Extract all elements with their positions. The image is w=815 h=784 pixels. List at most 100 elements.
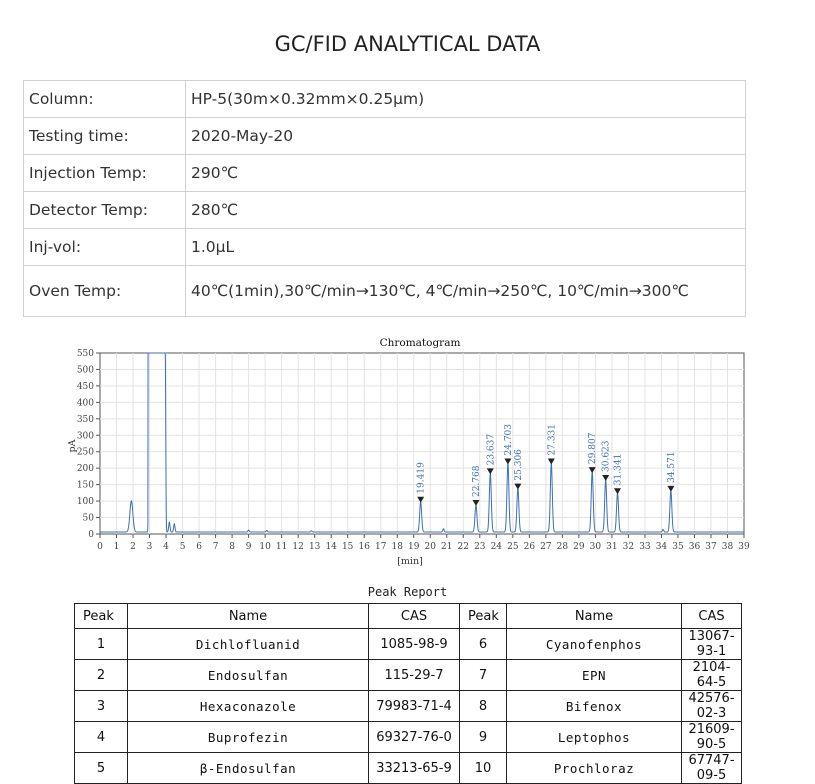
peak-marker	[514, 483, 522, 490]
parameters-table: Column: HP-5(30m×0.32mm×0.25μm) Testing …	[23, 80, 746, 317]
x-tick-label: 16	[358, 542, 370, 552]
peak-marker	[547, 458, 555, 465]
column-header: Name	[506, 603, 682, 629]
peak-label: 23.637	[486, 434, 496, 466]
peak-marker	[472, 500, 480, 506]
peak-marker	[504, 458, 512, 465]
param-value: 290℃	[185, 154, 746, 192]
compound-name: Prochloraz	[506, 752, 682, 784]
compound-name: EPN	[506, 659, 682, 691]
peak-number: 6	[459, 628, 507, 660]
x-tick-label: 20	[425, 542, 437, 552]
x-tick-label: 33	[639, 542, 651, 552]
compound-name: Dichlofluanid	[127, 628, 369, 660]
param-row: Inj-vol: 1.0μL	[23, 228, 746, 266]
cas-number: 21609-90-5	[681, 721, 742, 753]
y-axis-label: pA	[67, 439, 78, 452]
x-tick-label: 14	[325, 542, 337, 552]
peak-label: 30.623	[602, 440, 612, 472]
x-tick-label: 0	[97, 542, 103, 552]
peak-number: 5	[74, 752, 128, 784]
cas-number: 13067-93-1	[681, 628, 742, 660]
param-value: 280℃	[185, 191, 746, 229]
y-tick-label: 500	[77, 365, 94, 375]
table-row: 3 Hexaconazole 79983-71-4 8 Bifenox 4257…	[74, 690, 742, 722]
peak-label: 25.306	[514, 449, 524, 481]
x-tick-label: 21	[441, 542, 452, 552]
column-header: Name	[127, 603, 369, 629]
param-label: Oven Temp:	[23, 265, 186, 317]
x-tick-label: 28	[557, 542, 569, 552]
plot-area	[99, 352, 745, 535]
column-header: CAS	[681, 603, 742, 629]
cas-number: 67747-09-5	[681, 752, 742, 784]
table-row: 5 β-Endosulfan 33213-65-9 10 Prochloraz …	[74, 752, 742, 784]
param-label: Detector Temp:	[23, 191, 186, 229]
y-tick-label: 100	[77, 497, 94, 507]
compound-name: Leptophos	[506, 721, 682, 753]
y-tick-label: 50	[83, 514, 95, 524]
x-tick-label: 9	[246, 542, 252, 552]
compound-name: Buprofezin	[127, 721, 369, 753]
x-tick-label: 26	[524, 542, 536, 552]
param-label: Column:	[23, 80, 186, 118]
cas-number: 2104-64-5	[681, 659, 742, 691]
peak-number: 9	[459, 721, 507, 753]
y-tick-label: 0	[88, 530, 94, 540]
y-tick-label: 550	[77, 349, 94, 359]
x-tick-label: 10	[259, 542, 271, 552]
x-tick-label: 19	[408, 542, 420, 552]
param-label: Inj-vol:	[23, 228, 186, 266]
table-row: 4 Buprofezin 69327-76-0 9 Leptophos 2160…	[74, 721, 742, 753]
x-tick-label: 37	[705, 542, 717, 552]
peak-number: 7	[459, 659, 507, 691]
x-tick-label: 39	[738, 542, 750, 552]
peak-marker	[614, 488, 621, 495]
peak-number: 8	[459, 690, 507, 722]
peak-marker	[667, 485, 675, 492]
peak-report-table: Peak Name CAS Peak Name CAS 1 Dichloflua…	[74, 603, 742, 784]
x-tick-label: 30	[590, 542, 602, 552]
x-tick-label: 4	[163, 542, 169, 552]
column-header: Peak	[459, 603, 507, 629]
cas-number: 69327-76-0	[368, 721, 460, 753]
chart-title: Chromatogram	[380, 337, 461, 349]
x-tick-label: 13	[309, 542, 321, 552]
y-tick-label: 350	[77, 415, 94, 425]
param-row: Testing time: 2020-May-20	[23, 117, 746, 155]
compound-name: Bifenox	[506, 690, 682, 722]
peak-report-title: Peak Report	[367, 585, 448, 599]
y-tick-label: 200	[77, 464, 94, 474]
peak-number: 10	[459, 752, 507, 784]
cas-number: 79983-71-4	[368, 690, 460, 722]
peak-label: 22.768	[472, 465, 482, 497]
peak-number: 4	[74, 721, 128, 753]
x-tick-label: 34	[656, 542, 668, 552]
param-row: Oven Temp: 40℃(1min),30℃/min→130℃, 4℃/mi…	[23, 265, 746, 317]
cas-number: 42576-02-3	[681, 690, 742, 722]
y-axis: 0 50 100 150 200 250 300 350 400 450 500 550	[77, 349, 100, 540]
param-label: Testing time:	[23, 117, 186, 155]
x-tick-label: 15	[342, 542, 354, 552]
y-tick-label: 150	[77, 481, 94, 491]
x-tick-label: 3	[147, 542, 153, 552]
param-value: 2020-May-20	[185, 117, 746, 155]
compound-name: Hexaconazole	[127, 690, 369, 722]
peak-marker	[602, 475, 610, 481]
x-tick-label: 8	[229, 542, 235, 552]
peak-label: 31.341	[614, 454, 624, 486]
peak-number: 1	[74, 628, 128, 660]
x-axis: 0 1 2 3 4 5 6 7 8 9 10 11 12 13 14 15 16 17 18 19 20 21 22 23 24…	[97, 534, 750, 552]
x-tick-label: 36	[689, 542, 701, 552]
x-tick-label: 5	[180, 542, 186, 552]
cas-number: 1085-98-9	[368, 628, 460, 660]
peak-label: 34.571	[667, 451, 677, 483]
peak-label: 27.331	[547, 424, 557, 456]
compound-name: Cyanofenphos	[506, 628, 682, 660]
peak-marker	[588, 467, 596, 474]
table-row: 1 Dichlofluanid 1085-98-9 6 Cyanofenphos…	[74, 628, 742, 660]
peak-number: 2	[74, 659, 128, 691]
cas-number: 33213-65-9	[368, 752, 460, 784]
peak-label: 24.703	[504, 424, 514, 456]
